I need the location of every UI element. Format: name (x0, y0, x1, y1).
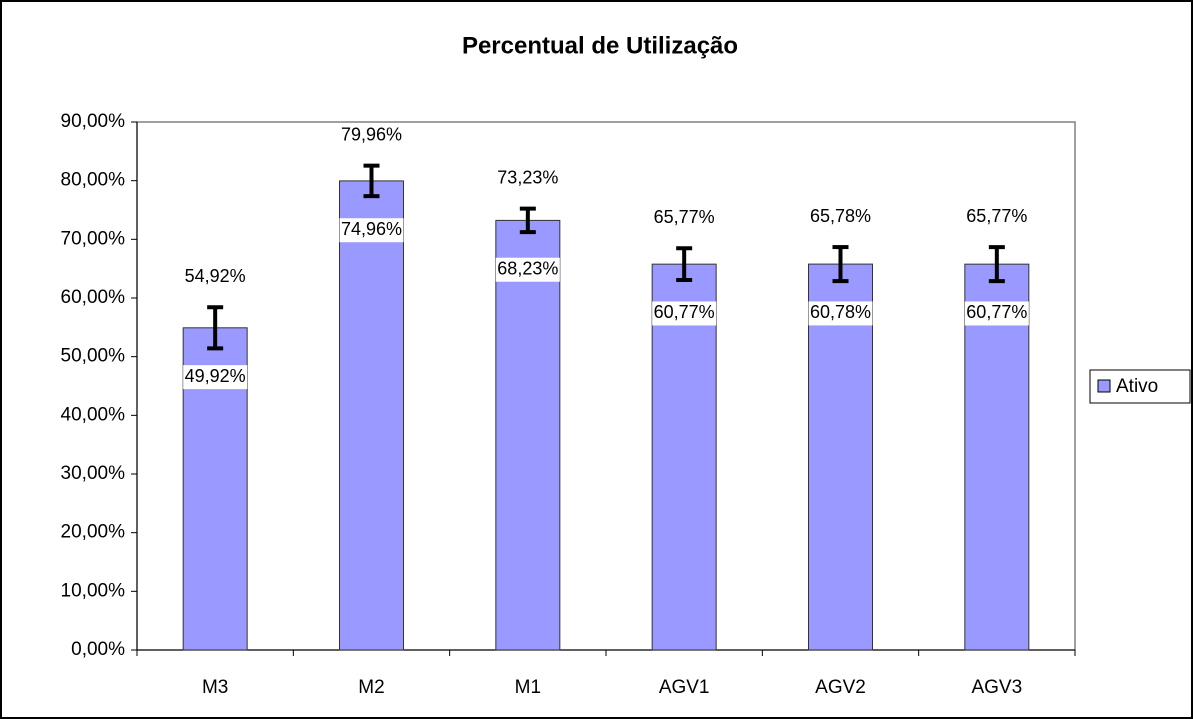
error-bar (832, 245, 849, 284)
data-label-bg (339, 218, 404, 243)
y-tick-label: 0,00% (71, 639, 125, 660)
data-label: 65,77% (654, 207, 715, 227)
data-label-bg (964, 301, 1029, 326)
x-tick-label: M1 (515, 677, 541, 698)
bar (495, 219, 561, 651)
y-tick-label: 30,00% (61, 463, 126, 484)
data-label: 73,23% (497, 167, 558, 187)
data-label: 60,78% (810, 302, 871, 322)
bar (651, 263, 717, 651)
x-tick-label: AGV1 (659, 677, 710, 698)
x-tick-label: AGV3 (971, 677, 1022, 698)
data-label: 54,92% (185, 266, 246, 286)
error-bar (207, 305, 224, 351)
error-bar (519, 206, 536, 235)
data-label-bg (183, 365, 248, 390)
data-label: 68,23% (497, 258, 558, 278)
y-tick-label: 80,00% (61, 170, 126, 191)
data-label-bg (652, 301, 717, 326)
data-label: 79,96% (341, 124, 402, 144)
data-label-bg (808, 301, 873, 326)
x-tick-label: M3 (202, 677, 228, 698)
x-tick-label: M2 (358, 677, 384, 698)
y-tick-label: 40,00% (61, 404, 126, 425)
x-tick-label: AGV2 (815, 677, 866, 698)
y-tick-label: 20,00% (61, 522, 126, 543)
error-bar (363, 163, 380, 199)
y-tick-label: 70,00% (61, 228, 126, 249)
data-label: 74,96% (341, 219, 402, 239)
legend-label: Ativo (1116, 376, 1158, 397)
data-label: 60,77% (654, 302, 715, 322)
data-label: 60,77% (966, 302, 1027, 322)
data-label-bg (495, 257, 560, 282)
bar (808, 263, 873, 651)
y-tick-label: 50,00% (61, 346, 126, 367)
legend-swatch (1097, 379, 1111, 393)
data-label: 65,77% (966, 206, 1027, 226)
chart-title: Percentual de Utilização (462, 32, 738, 59)
bar (339, 180, 404, 651)
y-tick-label: 90,00% (61, 111, 126, 132)
plot-area (136, 121, 1076, 651)
data-label: 65,78% (810, 206, 871, 226)
y-tick-label: 10,00% (61, 580, 126, 601)
y-tick-label: 60,00% (61, 287, 126, 308)
data-label: 49,92% (185, 366, 246, 386)
error-bar (676, 246, 693, 282)
error-bar (988, 245, 1005, 284)
